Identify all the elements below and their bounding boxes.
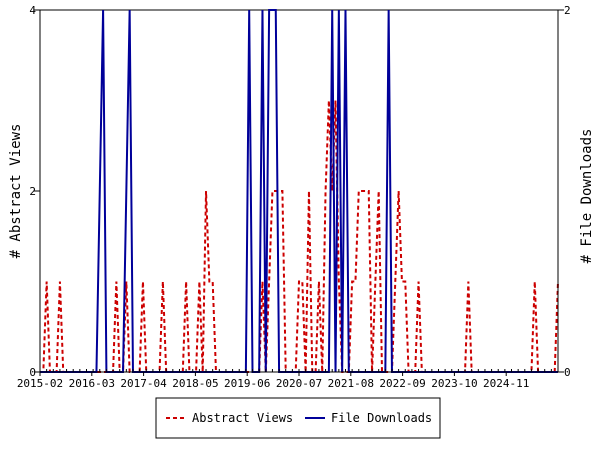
legend: Abstract Views File Downloads	[155, 397, 441, 439]
legend-label-abstract-views: Abstract Views	[192, 411, 293, 425]
left-axis-title: # Abstract Views	[8, 124, 24, 259]
x-tick-label: 2019-06	[224, 377, 270, 390]
legend-label-file-downloads: File Downloads	[331, 411, 432, 425]
x-tick-label: 2022-09	[379, 377, 425, 390]
left-y-tick-label: 2	[29, 185, 36, 198]
right-axis-title: # File Downloads	[579, 129, 595, 264]
right-y-tick-label: 2	[564, 4, 571, 17]
right-y-tick-label: 0	[564, 366, 571, 379]
x-tick-label: 2016-03	[69, 377, 115, 390]
legend-box	[155, 397, 441, 439]
x-tick-label: 2023-10	[431, 377, 477, 390]
x-tick-label: 2020-07	[276, 377, 322, 390]
x-tick-label: 2017-04	[120, 377, 167, 390]
x-tick-label: 2018-05	[172, 377, 218, 390]
left-y-tick-label: 0	[29, 366, 36, 379]
x-tick-label: 2024-11	[483, 377, 529, 390]
left-y-tick-label: 4	[29, 4, 36, 17]
x-tick-label: 2015-02	[17, 377, 63, 390]
x-tick-label: 2021-08	[328, 377, 374, 390]
